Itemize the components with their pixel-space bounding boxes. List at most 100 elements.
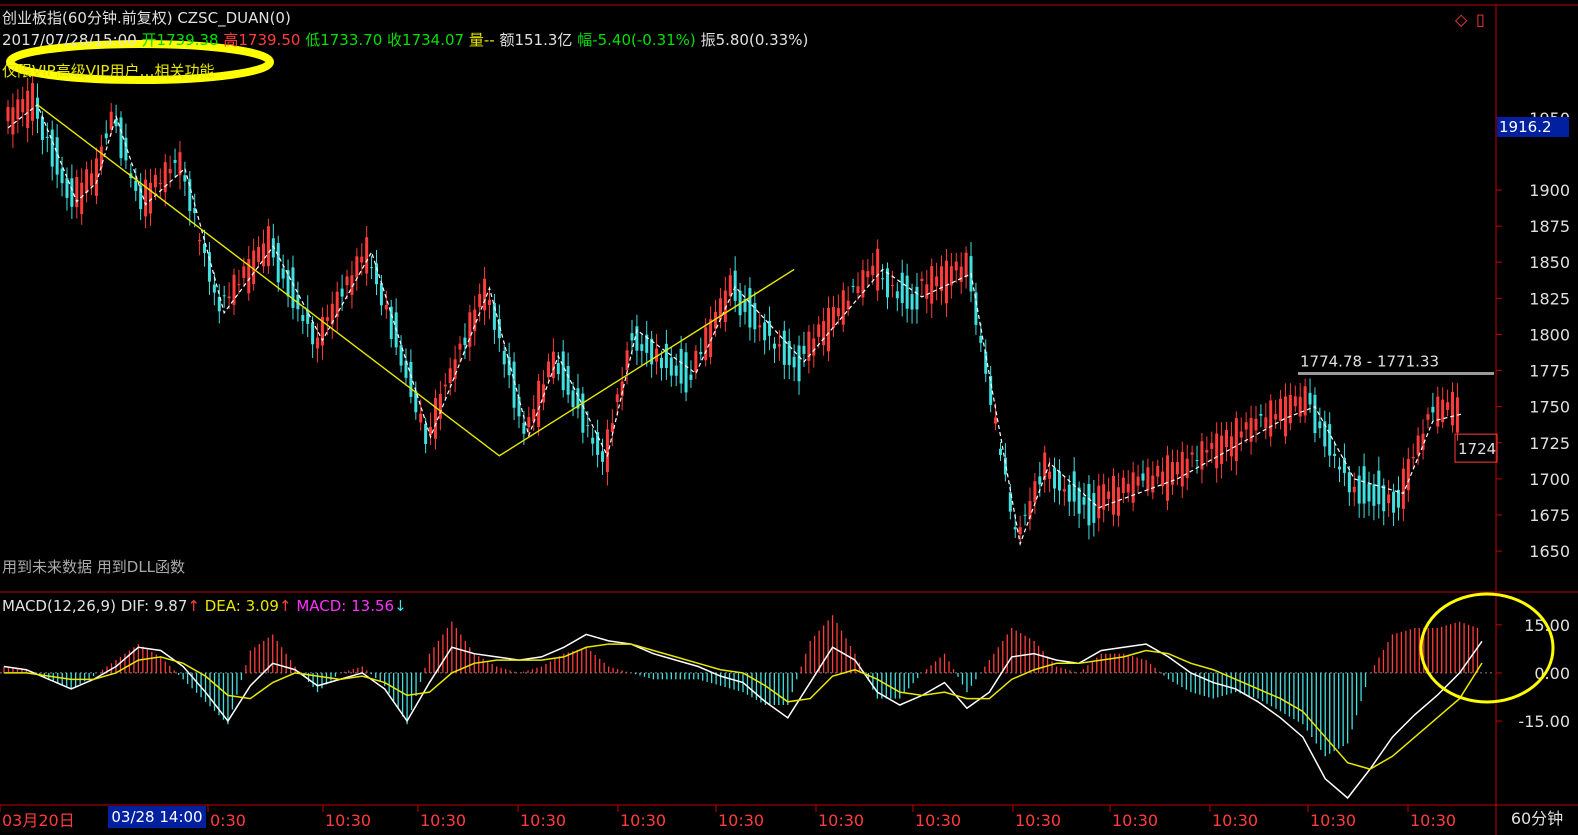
candle-body — [861, 270, 865, 298]
candle-body — [1043, 452, 1047, 480]
timeframe-label[interactable]: 60分钟 — [1510, 809, 1564, 828]
candle-body — [55, 137, 59, 175]
candle-body — [80, 182, 84, 215]
candle-body — [817, 324, 821, 337]
candle-body — [1318, 421, 1322, 429]
volume-value: 量-- — [468, 31, 495, 49]
title-text: 创业板指(60分钟.前复权) CZSC_DUAN(0) — [2, 9, 291, 27]
candle-body — [768, 320, 772, 336]
candle-body — [281, 268, 285, 279]
candle-body — [591, 437, 595, 444]
candle-body — [409, 361, 413, 397]
candle-body — [714, 311, 718, 329]
window-icon[interactable]: ▯ — [1476, 10, 1485, 29]
candle-body — [1048, 471, 1052, 479]
candle-body — [227, 296, 231, 299]
candle-body — [1018, 527, 1022, 535]
candle-body — [365, 237, 369, 274]
candle-body — [1313, 394, 1317, 434]
vip-note: 仅限VIP高级VIP用户…相关功能 — [2, 62, 214, 80]
candle-body — [1298, 396, 1302, 417]
candle-body — [871, 265, 875, 276]
candle-body — [944, 260, 948, 304]
candle-body — [168, 168, 172, 174]
low-label: 低 — [305, 31, 321, 49]
candle-body — [512, 361, 516, 408]
candle-body — [763, 322, 767, 341]
candle-body — [1396, 489, 1400, 508]
candle-body — [841, 290, 845, 325]
candle-body — [1323, 421, 1327, 447]
candle-body — [1156, 465, 1160, 477]
zigzag-line — [7, 103, 1463, 547]
candle-body — [1229, 436, 1233, 457]
candle-body — [1308, 392, 1312, 405]
price-tick-label: 1825 — [1529, 289, 1570, 308]
candle-body — [178, 152, 182, 176]
candle-body — [492, 303, 496, 330]
date-cursor: 03/28 14:00 — [108, 806, 206, 828]
candle-body — [1136, 476, 1140, 486]
candle-body — [1333, 453, 1337, 457]
candle-body — [261, 243, 265, 267]
x-tick-label: 10:30 — [325, 811, 371, 830]
candle-body — [6, 106, 10, 122]
x-tick-label: 10:30 — [718, 811, 764, 830]
candle-body — [1141, 473, 1145, 481]
candle-body — [468, 312, 472, 347]
candle-body — [728, 275, 732, 296]
candle-body — [561, 351, 565, 391]
candle-body — [812, 338, 816, 356]
candle-body — [384, 305, 388, 310]
candle-body — [330, 303, 334, 325]
candle-body — [851, 285, 855, 287]
candle-body — [134, 180, 138, 191]
candle-body — [188, 179, 192, 212]
candle-body — [895, 291, 899, 299]
candle-body — [974, 292, 978, 325]
candle-body — [21, 99, 25, 113]
candle-body — [257, 246, 261, 262]
diamond-icon[interactable]: ◇ — [1455, 10, 1468, 29]
vip-note-text: 仅限VIP高级VIP用户…相关功能 — [2, 62, 215, 80]
candle-body — [601, 451, 605, 462]
macd-tick-label: -15.00 — [1518, 712, 1570, 731]
macd-label: MACD(12,26,9) — [2, 597, 116, 615]
price-tick-label: 1775 — [1529, 362, 1570, 381]
high-value: 1739.50 — [238, 31, 301, 49]
candle-body — [856, 286, 860, 294]
candle-body — [247, 259, 251, 294]
candle-body — [586, 425, 590, 427]
candle-body — [959, 266, 963, 282]
candle-body — [797, 345, 801, 382]
candle-body — [114, 119, 118, 127]
candle-body — [173, 159, 177, 163]
candle-body — [807, 331, 811, 361]
candle-body — [1269, 400, 1273, 437]
candle-body — [1092, 493, 1096, 523]
candle-body — [50, 129, 54, 167]
candle-body — [379, 283, 383, 306]
candle-body — [478, 294, 482, 308]
candle-body — [1215, 433, 1219, 469]
candle-body — [1131, 472, 1135, 503]
candle-body — [596, 432, 600, 455]
candle-body — [1126, 483, 1130, 493]
candle-body — [581, 393, 585, 433]
bar-date: 2017/07/28/15:00 — [2, 31, 137, 49]
candle-body — [1033, 481, 1037, 503]
price-box: 1916.2 — [1497, 117, 1569, 137]
candle-body — [915, 286, 919, 310]
candle-body — [1166, 455, 1170, 501]
candle-body — [930, 266, 934, 304]
x-tick-label: 10:30 — [1212, 811, 1258, 830]
macd-arrow: ↓ — [394, 597, 407, 615]
candle-body — [522, 423, 526, 434]
candle-body — [237, 284, 241, 286]
candle-body — [743, 298, 747, 312]
x-tick-label: 10:30 — [1410, 811, 1456, 830]
candle-body — [684, 352, 688, 393]
candle-body — [301, 315, 305, 322]
candle-body — [16, 99, 20, 120]
